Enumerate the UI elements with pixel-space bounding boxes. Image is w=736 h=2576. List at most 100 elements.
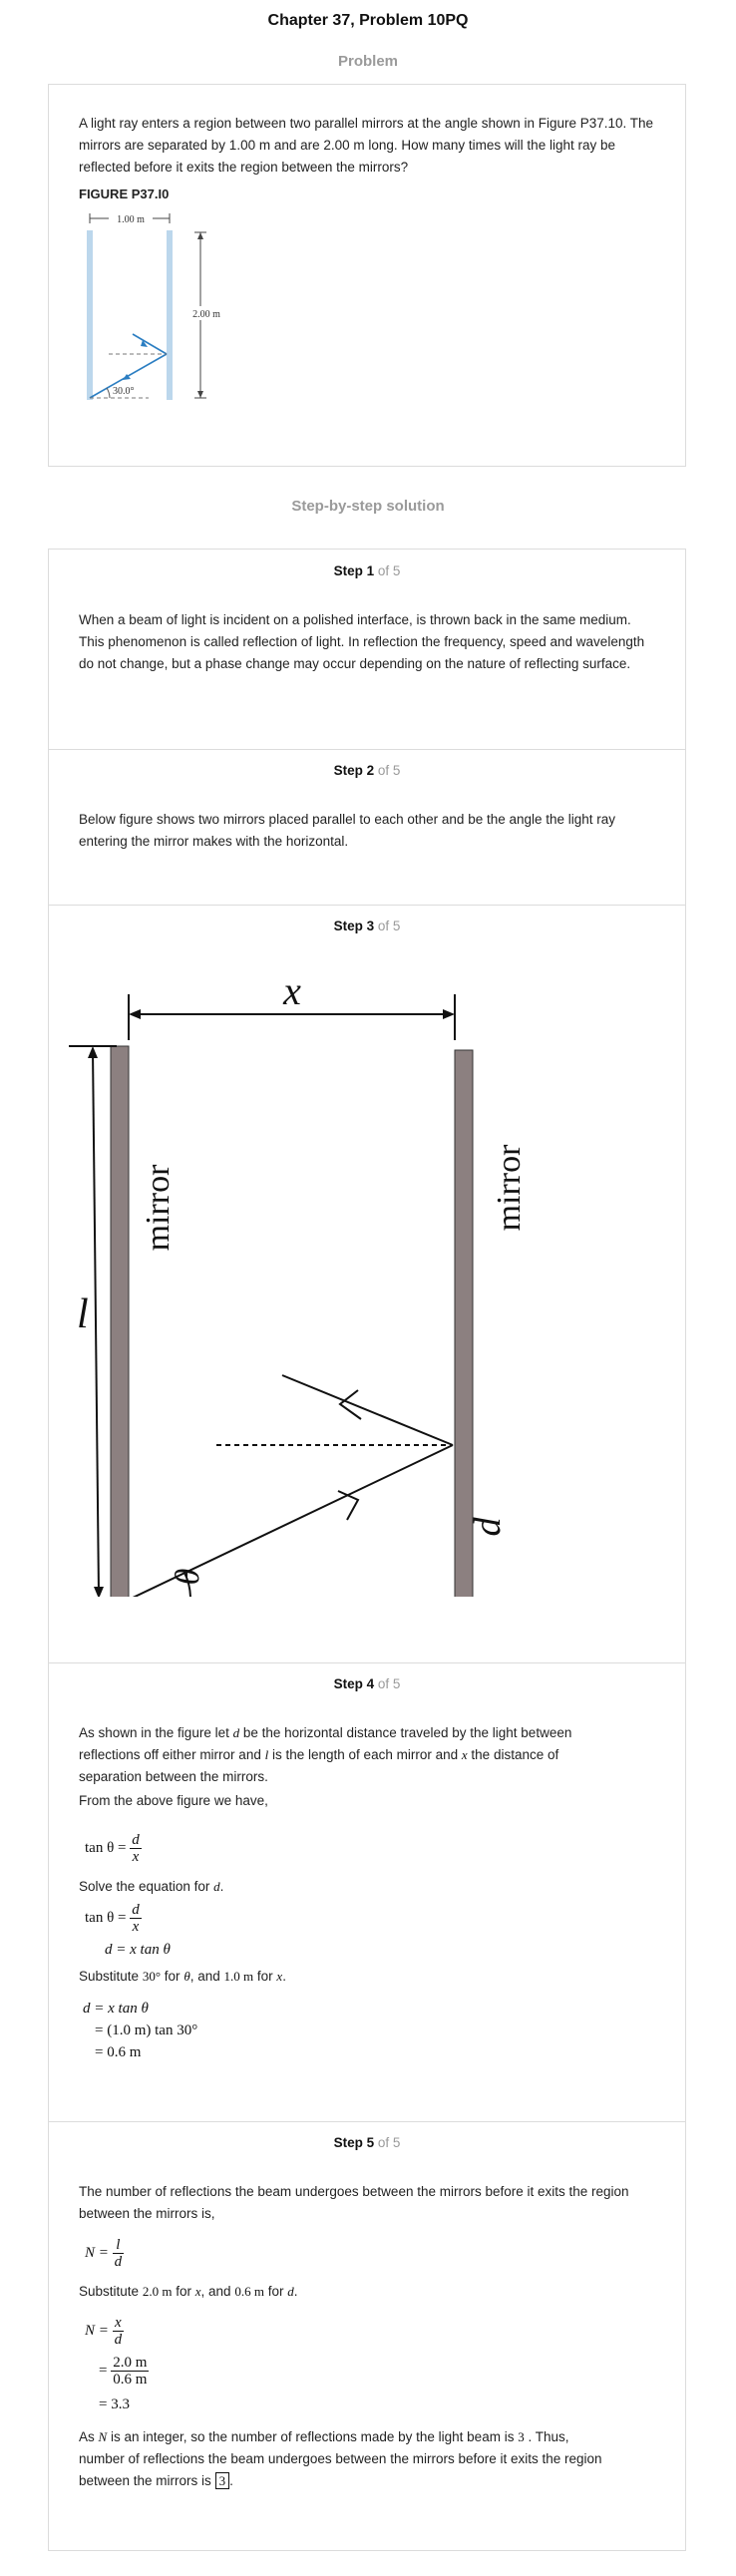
divider xyxy=(49,1662,685,1663)
text: , and xyxy=(189,1969,220,1984)
value: 0.6 m xyxy=(234,2284,264,2299)
divider xyxy=(49,2121,685,2122)
denominator: x xyxy=(132,1849,140,1865)
right-mirror xyxy=(167,230,173,400)
step-4-label: Step 4 xyxy=(333,1676,375,1691)
var-d: d xyxy=(213,1879,220,1894)
theta-label: θ xyxy=(170,1569,206,1586)
var-l: l xyxy=(264,1747,269,1762)
text: Substitute xyxy=(79,2284,140,2299)
text: As xyxy=(79,2429,95,2444)
denominator: d xyxy=(114,2332,123,2348)
substitute-line: Substitute 2.0 m for x, and 0.6 m for d. xyxy=(79,2281,298,2303)
value: 30° xyxy=(142,1969,162,1984)
step-4-text: As shown in the figure let d be the hori… xyxy=(79,1722,657,1812)
problem-text: A light ray enters a region between two … xyxy=(79,116,654,175)
eq-lhs: N = xyxy=(85,2244,109,2261)
var-theta: θ xyxy=(184,1969,190,1984)
text: the distance of xyxy=(471,1747,559,1762)
step-1-title: Step 1 of 5 xyxy=(49,563,685,578)
numerator: d xyxy=(130,1902,142,1919)
calc-line: d = x tan θ xyxy=(83,2001,149,2017)
text: is an integer, so the number of reflecti… xyxy=(110,2429,515,2444)
text: reflections off either mirror and xyxy=(79,1747,261,1762)
figure-caption: FIGURE P37.I0 xyxy=(79,186,170,201)
text: number of reflections the beam undergoes… xyxy=(79,2451,602,2466)
calc-N-3: = 3.3 xyxy=(99,2396,130,2412)
step-3-of: of 5 xyxy=(377,919,401,933)
numerator: l xyxy=(112,2237,125,2254)
text: for xyxy=(256,1969,273,1984)
problem-figure: 1.00 m 2.00 m 30.0° xyxy=(87,211,224,400)
angle-arc xyxy=(184,1572,191,1597)
step-3-label: Step 3 xyxy=(333,919,375,933)
text: , and xyxy=(200,2284,231,2299)
step-5-label: Step 5 xyxy=(333,2135,375,2150)
var-N: N xyxy=(98,2429,108,2444)
step-2-text: Below figure shows two mirrors placed pa… xyxy=(79,812,616,849)
divider xyxy=(49,749,685,750)
step-1-of: of 5 xyxy=(377,563,401,578)
angle-arc xyxy=(106,387,111,399)
reflected-ray xyxy=(132,333,168,355)
text: Substitute xyxy=(79,1969,140,1984)
eq-lhs: tan θ = xyxy=(85,1909,127,1926)
width-label: 1.00 m xyxy=(117,214,145,225)
numerator: 2.0 m xyxy=(111,2355,150,2372)
text: for xyxy=(164,1969,181,1984)
height-label: 2.00 m xyxy=(192,309,220,320)
var-x: x xyxy=(276,1969,283,1984)
eq-lhs: tan θ = xyxy=(85,1839,127,1856)
final-answer-box: 3 xyxy=(214,2472,230,2489)
text: . xyxy=(229,2473,233,2488)
var-x: x xyxy=(461,1747,468,1762)
mirror-left-label: mirror xyxy=(140,1164,177,1252)
text: As shown in the figure let xyxy=(79,1725,229,1740)
step-1-label: Step 1 xyxy=(333,563,375,578)
text: From the above figure we have, xyxy=(79,1793,268,1808)
d-label: d xyxy=(467,1517,509,1537)
text: . Thus, xyxy=(528,2429,569,2444)
page-title: Chapter 37, Problem 10PQ xyxy=(267,12,469,29)
left-mirror xyxy=(87,230,93,400)
text: be the horizontal distance traveled by t… xyxy=(242,1725,572,1740)
solution-heading: Step-by-step solution xyxy=(291,498,445,515)
denominator: 0.6 m xyxy=(113,2372,148,2388)
equation-d: d = x tan θ xyxy=(105,1942,171,1958)
step-2-title: Step 2 of 5 xyxy=(49,763,685,778)
eq-lhs: N = xyxy=(85,2322,109,2339)
calc-line: = 0.6 m xyxy=(95,2044,142,2060)
mirror-diagram: x l mirror mirror θ d xyxy=(69,968,528,1597)
angle-label: 30.0° xyxy=(113,386,135,397)
problem-card: A light ray enters a region between two … xyxy=(48,84,686,467)
text: for xyxy=(267,2284,284,2299)
calculation-d: d = x tan θ = (1.0 m) tan 30° = 0.6 m xyxy=(83,1998,197,2063)
mirror-right-label: mirror xyxy=(491,1144,528,1232)
text: is the length of each mirror and xyxy=(272,1747,459,1762)
conclusion: As N is an integer, so the number of ref… xyxy=(79,2426,657,2492)
reflected-ray xyxy=(281,1374,454,1446)
step-4-of: of 5 xyxy=(377,1676,401,1691)
fraction: 2.0 m 0.6 m xyxy=(111,2355,150,2388)
divider xyxy=(49,905,685,906)
value: 1.0 m xyxy=(223,1969,254,1984)
var-d: d xyxy=(287,2284,294,2299)
problem-heading: Problem xyxy=(337,53,398,70)
step-5-title: Step 5 of 5 xyxy=(49,2135,685,2150)
calc-N-2: = 2.0 m 0.6 m xyxy=(99,2355,150,2388)
text: between the mirrors is xyxy=(79,2473,211,2488)
var-d: d xyxy=(232,1725,240,1740)
text: . xyxy=(282,1969,286,1984)
step-2-of: of 5 xyxy=(377,763,401,778)
step-2-label: Step 2 xyxy=(333,763,375,778)
value: 3 xyxy=(518,2429,525,2444)
text: . xyxy=(219,1879,224,1894)
left-mirror-bar xyxy=(110,1045,130,1597)
l-label: l xyxy=(77,1291,89,1337)
text: Solve the equation for xyxy=(79,1879,210,1894)
